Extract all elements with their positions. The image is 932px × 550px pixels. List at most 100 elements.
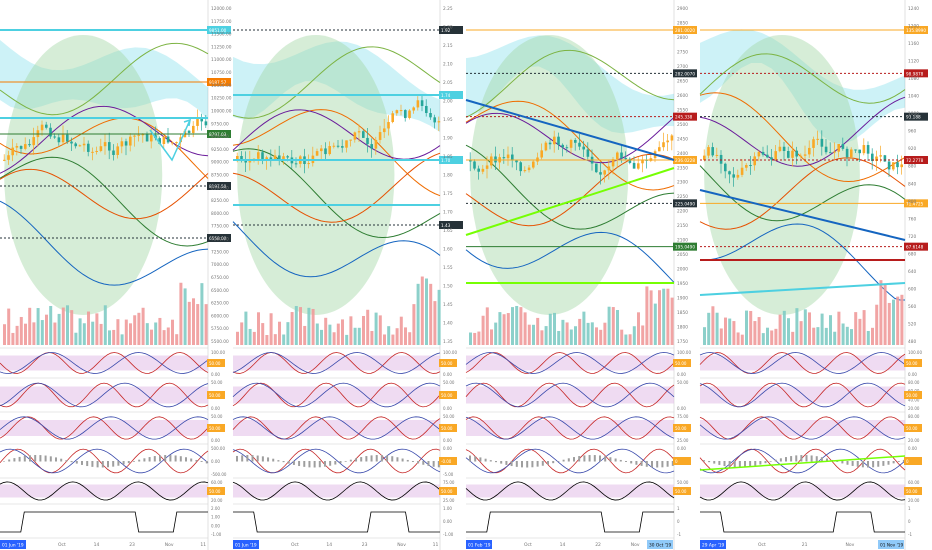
volume-bar (116, 319, 120, 345)
price-badge[interactable] (207, 234, 231, 242)
indicator-badge[interactable] (673, 487, 691, 495)
oscillator-line (465, 352, 675, 374)
candle (586, 149, 590, 157)
price-badge[interactable] (439, 91, 463, 99)
indicator-badge[interactable] (439, 424, 457, 432)
histogram-bar (386, 455, 389, 462)
histogram-bar (640, 461, 643, 466)
volume-bar (391, 334, 395, 345)
volume-bar (28, 307, 32, 345)
histogram-bar (604, 456, 607, 462)
indicator-badge[interactable] (904, 457, 922, 465)
candle (724, 163, 727, 172)
candle (45, 124, 48, 128)
candle (808, 147, 811, 155)
price-badge[interactable] (904, 112, 928, 121)
histogram-bar (205, 461, 208, 464)
histogram-bar (153, 456, 156, 462)
volume-bar (711, 306, 715, 345)
indicator-badge[interactable] (673, 457, 691, 465)
price-badge[interactable] (439, 156, 463, 164)
indicator-badge[interactable] (439, 391, 457, 399)
oscillator-line (465, 481, 675, 501)
price-badge[interactable] (904, 156, 928, 164)
price-badge[interactable] (673, 199, 697, 208)
candle (553, 136, 556, 145)
volume-bar (399, 316, 403, 345)
indicator-badge[interactable] (904, 359, 922, 367)
price-badge[interactable] (673, 26, 697, 34)
price-badge[interactable] (904, 242, 928, 251)
price-badge[interactable] (439, 26, 463, 34)
indicator-badge[interactable] (207, 359, 225, 367)
candle (603, 170, 606, 175)
axis-tick-label: 2200 (677, 209, 688, 215)
histogram-bar (282, 461, 285, 463)
candle (265, 157, 268, 161)
moving-average-line (465, 49, 675, 118)
volume-bar (858, 318, 862, 345)
indicator-axis-label: 0.00 (677, 372, 686, 377)
candle (770, 157, 773, 160)
price-badge[interactable] (207, 130, 231, 138)
axis-tick-label: 2300 (677, 180, 688, 186)
indicator-band (233, 386, 440, 404)
histogram-bar (272, 458, 275, 462)
start-date-badge[interactable] (0, 540, 26, 549)
candle (632, 162, 636, 169)
candle (628, 158, 632, 163)
indicator-axis-label: 50.00 (443, 380, 455, 385)
start-date-badge[interactable] (233, 540, 259, 549)
indicator-badge[interactable] (439, 457, 457, 465)
histogram-bar (422, 461, 425, 465)
indicator-badge[interactable] (207, 391, 225, 399)
indicator-badge[interactable] (207, 424, 225, 432)
price-badge[interactable] (904, 26, 928, 34)
indicator-badge[interactable] (904, 487, 922, 495)
moving-average-line (699, 96, 906, 167)
price-badge[interactable] (207, 78, 231, 86)
candle (782, 146, 786, 152)
histogram-bar (159, 455, 161, 462)
price-badge[interactable] (673, 112, 697, 121)
histogram-bar (882, 461, 885, 466)
price-badge[interactable] (904, 69, 928, 78)
histogram-bar (656, 461, 659, 468)
candle (845, 148, 849, 158)
histogram-bar (49, 456, 52, 462)
price-badge[interactable] (207, 182, 231, 190)
price-badge[interactable] (207, 26, 231, 34)
price-badge[interactable] (673, 242, 697, 251)
price-badge[interactable] (673, 156, 697, 164)
indicator-badge[interactable] (673, 359, 691, 367)
volume-bar (637, 312, 640, 345)
start-date-badge[interactable] (466, 540, 492, 549)
price-badge[interactable] (673, 69, 697, 78)
indicator-badge[interactable] (439, 359, 457, 367)
end-date-badge[interactable] (878, 540, 904, 549)
indicator-badge[interactable] (207, 487, 225, 495)
candle (171, 142, 174, 144)
candle (824, 146, 828, 153)
indicator-badge[interactable] (904, 424, 922, 432)
indicator-badge[interactable] (904, 391, 922, 399)
candle (599, 172, 602, 175)
candle (166, 136, 170, 143)
volume-bar (408, 332, 412, 345)
volume-bar (586, 322, 590, 345)
candle (896, 162, 899, 168)
candle (774, 151, 777, 160)
volume-bar (740, 334, 744, 345)
time-tick-label: 11 (433, 542, 439, 548)
price-badge[interactable] (904, 199, 928, 208)
indicator-axis-label: 60.00 (211, 480, 223, 485)
candle (108, 142, 111, 151)
start-date-badge[interactable] (700, 540, 726, 549)
indicator-badge[interactable] (439, 487, 457, 495)
indicator-badge[interactable] (673, 424, 691, 432)
volume-bar (70, 310, 74, 345)
end-date-badge[interactable] (647, 540, 673, 549)
volume-bar (265, 334, 269, 345)
candle (158, 138, 161, 145)
price-badge[interactable] (439, 221, 463, 229)
